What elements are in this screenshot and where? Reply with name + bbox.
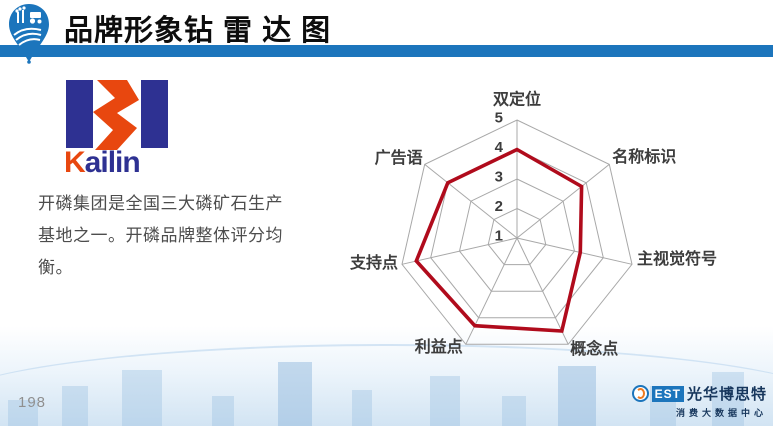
brand-subtitle: 消费大数据中心 [675,408,767,418]
radar-axis-label: 支持点 [349,253,398,272]
radar-grid-ring [458,178,576,292]
building-silhouette [62,386,88,426]
radar-tick-label: 3 [495,169,503,186]
best-est-text: EST [651,385,684,402]
radar-axis-label: 概念点 [570,339,618,358]
radar-tick-label: 1 [495,228,503,245]
radar-axis-label: 利益点 [415,337,463,356]
best-circle-b-icon [631,385,649,402]
radar-axis-label: 名称标识 [612,147,676,166]
radar-tick-label: 4 [495,139,504,156]
cityscape-watermark [0,292,773,426]
page-title: 品牌形象钻 雷 达 图 [64,15,332,47]
radar-spoke [424,164,518,239]
brand-description: 开磷集团是全国三大磷矿石生产基地之一。开磷品牌整体评分均衡。 [38,194,283,277]
radar-axis-label: 双定位 [493,90,541,109]
header-divider-bar [0,45,773,57]
radar-axis-label: 广告语 [375,148,423,167]
radar-tick-label: 5 [495,110,503,127]
radar-grid-ring [430,148,604,319]
radar-spoke [401,237,518,265]
radar-grid-ring [487,207,547,266]
radar-series-line [414,147,584,333]
kailin-wordmark-rest: ailin [84,146,141,179]
page-number: 198 [18,394,47,411]
building-silhouette [278,362,312,426]
radar-spoke [516,237,569,345]
kailin-wordmark-k: K [64,146,86,179]
radar-spoke [516,237,633,265]
kailin-wordmark: Kailin [64,146,141,180]
agriculture-balloon-pin-icon [9,4,49,64]
radar-grid-ring [401,119,633,345]
radar-tick-label: 2 [495,198,503,215]
kailin-logo-mark-icon [66,80,168,150]
brand-name: 光华博思特 [686,386,767,403]
radar-spoke [516,164,610,239]
best-brand-logo: EST 光华博思特 消费大数据中心 [631,383,767,419]
building-silhouette [122,370,162,426]
building-silhouette [212,396,234,426]
radar-axis-label: 主视觉符号 [637,249,717,268]
